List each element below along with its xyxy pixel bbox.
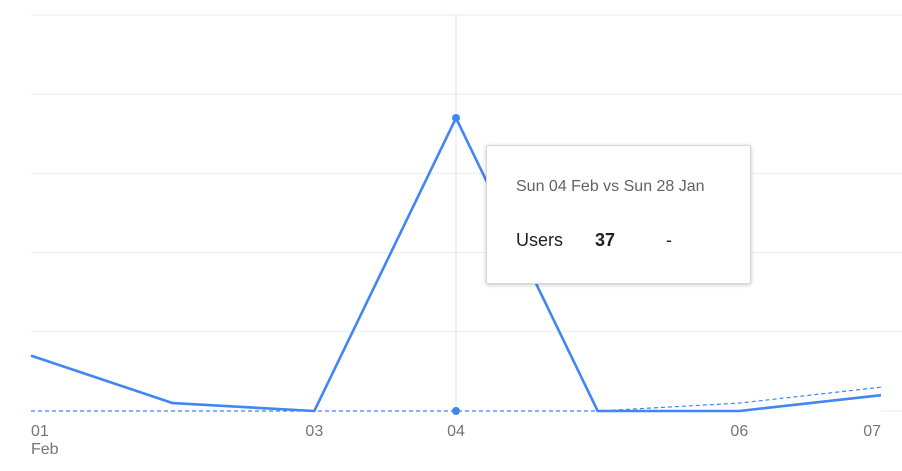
x-month-label: Feb	[31, 441, 59, 458]
primary-highlight-point	[452, 113, 460, 122]
tooltip-row: Users 37 -	[516, 230, 672, 251]
comparison-highlight-point	[452, 407, 460, 415]
x-axis-ticks: 01 03 04 06 07 Feb	[31, 423, 881, 458]
x-tick-label: 04	[447, 423, 465, 440]
highlight-points	[452, 113, 460, 415]
x-tick-label: 01	[31, 423, 49, 440]
comparison-series-line	[31, 386, 882, 412]
tooltip-metric-value: 37	[595, 230, 616, 250]
x-tick-label: 03	[305, 423, 323, 440]
gridlines	[31, 14, 902, 412]
chart-tooltip: Sun 04 Feb vs Sun 28 Jan Users 37 -	[486, 145, 751, 284]
tooltip-title: Sun 04 Feb vs Sun 28 Jan	[516, 178, 705, 195]
x-tick-label: 06	[730, 423, 748, 440]
tooltip-metric-label: Users	[516, 230, 564, 250]
tooltip-comparison: -	[666, 230, 673, 250]
x-tick-label: 07	[863, 423, 881, 440]
